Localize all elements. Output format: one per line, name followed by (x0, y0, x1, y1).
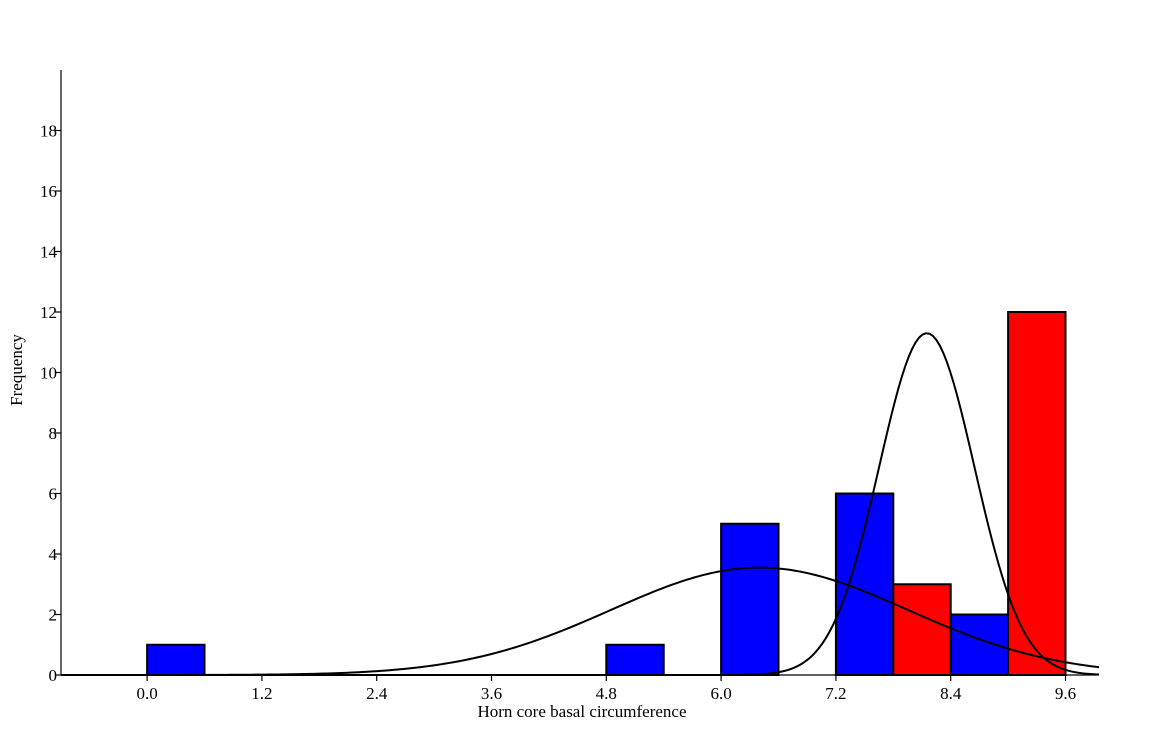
y-tick-label: 8 (49, 424, 58, 443)
y-tick-label: 14 (40, 243, 58, 262)
x-tick-label: 1.2 (251, 684, 272, 703)
y-axis-title: Frequency (7, 334, 26, 406)
y-tick-label: 18 (40, 122, 57, 141)
y-tick-label: 16 (40, 182, 57, 201)
x-tick-label: 9.6 (1055, 684, 1076, 703)
x-tick-label: 8.4 (940, 684, 962, 703)
bar-series2-2 (1007, 311, 1067, 676)
bars-layer (146, 311, 1067, 676)
y-tick-label: 4 (49, 545, 58, 564)
bar-series1-2 (605, 643, 665, 676)
bar-series1-1 (146, 643, 206, 676)
x-tick-label: 7.2 (825, 684, 846, 703)
y-tick-label: 2 (49, 606, 58, 625)
x-tick-label: 2.4 (366, 684, 388, 703)
y-tick-label: 12 (40, 303, 57, 322)
y-tick-label: 6 (49, 485, 58, 504)
bar-series1-3 (720, 522, 780, 676)
x-tick-label: 3.6 (481, 684, 502, 703)
y-tick-label: 0 (49, 666, 58, 685)
ticks-layer: 0.0 1.2 2.4 3.6 4.8 6.0 7.2 8.4 9.6 0 2 4 6 8 10 12 14 16… (40, 122, 1076, 704)
x-tick-label: 6.0 (710, 684, 731, 703)
x-tick-label: 0.0 (136, 684, 157, 703)
y-tick-label: 10 (40, 364, 57, 383)
x-tick-label: 4.8 (596, 684, 617, 703)
bar-series2-1 (892, 583, 952, 676)
x-axis-title: Horn core basal circumference (477, 702, 686, 721)
bar-series1-5 (949, 613, 1010, 676)
